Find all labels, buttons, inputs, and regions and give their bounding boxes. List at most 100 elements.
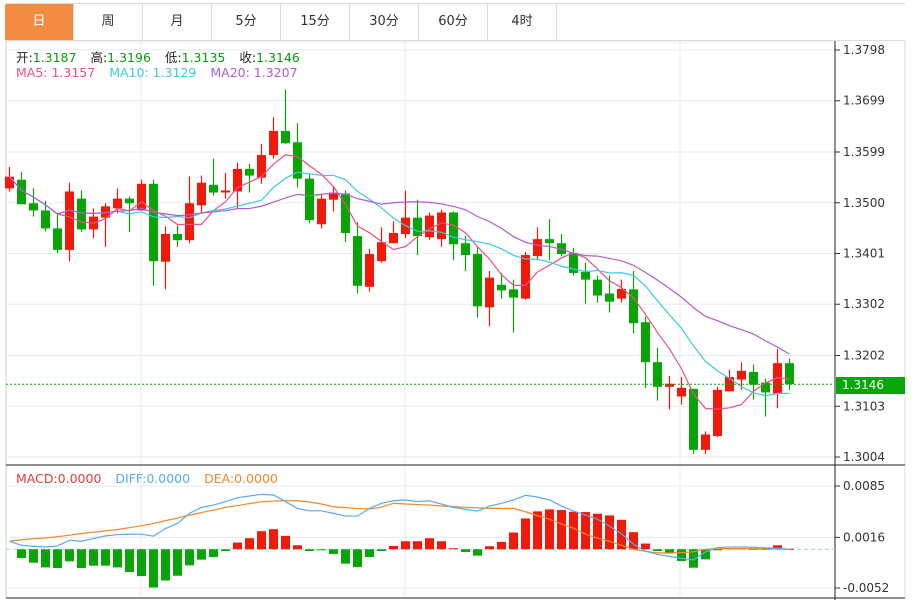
candle-down: [473, 254, 482, 307]
candle-down: [749, 371, 758, 385]
candle-down: [29, 203, 38, 211]
y-axis-tick-label: 1.3302: [843, 297, 885, 311]
y-axis-tick-label: 1.3699: [843, 94, 885, 108]
ma20-line: [9, 176, 790, 355]
tab-60min[interactable]: 60分: [419, 4, 488, 40]
candle-up: [101, 206, 110, 218]
candle-up: [137, 183, 146, 211]
candle-up: [113, 198, 122, 209]
macd-bar: [581, 512, 590, 550]
candle-up: [725, 377, 734, 392]
candle-up: [257, 155, 266, 178]
low-label: 低:: [164, 50, 182, 65]
tab-month[interactable]: 月: [143, 4, 212, 40]
macd-bar: [569, 511, 578, 550]
candle-up: [677, 387, 686, 397]
diff-value: DIFF:0.0000: [115, 471, 191, 486]
dea-line: [9, 500, 790, 554]
candle-down: [545, 239, 554, 244]
ma-legend: MA5: 1.3157 MA10: 1.3129 MA20: 1.3207: [16, 65, 308, 80]
macd-bar: [125, 549, 134, 573]
macd-bar: [713, 549, 722, 551]
candle-down: [509, 289, 518, 298]
macd-bar: [89, 549, 98, 566]
candle-down: [629, 289, 638, 324]
macd-bar: [449, 548, 458, 550]
macd-bar: [113, 549, 122, 568]
macd-bar: [365, 549, 374, 558]
macd-bar: [53, 549, 62, 569]
candle-down: [149, 183, 158, 262]
macd-bar: [137, 549, 146, 577]
ma10-line: [9, 171, 790, 397]
high-value: 1.3196: [107, 50, 151, 65]
ma20-value: MA20: 1.3207: [210, 65, 298, 80]
tab-5min[interactable]: 5分: [212, 4, 281, 40]
macd-bar: [329, 549, 338, 554]
y-axis-tick-label: 1.3202: [843, 349, 885, 363]
macd-bar: [665, 549, 674, 554]
macd-bar: [533, 511, 542, 550]
macd-bar: [41, 549, 50, 568]
high-label: 高:: [90, 50, 108, 65]
candle-up: [425, 215, 434, 238]
macd-bar: [545, 509, 554, 550]
candle-up: [701, 434, 710, 450]
candle-down: [593, 279, 602, 296]
macd-bar: [173, 549, 182, 576]
macd-bar: [689, 549, 698, 568]
ma5-value: MA5: 1.3157: [16, 65, 96, 80]
macd-bar: [257, 531, 266, 550]
macd-bar: [377, 549, 386, 551]
macd-bar: [485, 546, 494, 550]
candle-down: [41, 210, 50, 229]
macd-bar: [185, 549, 194, 566]
macd-bar: [413, 541, 422, 550]
candle-down: [569, 252, 578, 273]
tab-week[interactable]: 周: [74, 4, 143, 40]
macd-bar: [161, 549, 170, 581]
macd-bar: [305, 549, 314, 551]
candle-down: [653, 362, 662, 387]
macd-value: MACD:0.0000: [16, 471, 102, 486]
macd-bar: [701, 549, 710, 560]
macd-legend: MACD:0.0000 DIFF:0.0000 DEA:0.0000: [16, 471, 288, 486]
candle-up: [197, 182, 206, 206]
period-tabs: 日 周 月 5分 15分 30分 60分 4时: [5, 3, 905, 41]
candle-down: [353, 236, 362, 286]
close-label: 收:: [239, 50, 257, 65]
macd-axis-tick-label: 0.0085: [843, 479, 885, 493]
tab-15min[interactable]: 15分: [281, 4, 350, 40]
macd-bar: [437, 541, 446, 550]
current-price-tag: 1.3146: [836, 377, 905, 394]
candle-down: [581, 271, 590, 280]
candle-up: [329, 192, 338, 200]
ma10-value: MA10: 1.3129: [109, 65, 197, 80]
macd-bar: [617, 519, 626, 550]
macd-bar: [557, 510, 566, 550]
candle-down: [761, 382, 770, 393]
candle-up: [521, 255, 530, 299]
tab-30min[interactable]: 30分: [350, 4, 419, 40]
macd-bar: [497, 541, 506, 550]
macd-bar: [653, 549, 662, 551]
candle-down: [125, 198, 134, 204]
candle-down: [77, 198, 86, 230]
macd-bar: [77, 549, 86, 569]
macd-bar: [389, 545, 398, 550]
candle-down: [497, 284, 506, 291]
dea-value: DEA:0.0000: [204, 471, 278, 486]
tab-4hour[interactable]: 4时: [488, 4, 557, 40]
macd-bar: [605, 515, 614, 550]
y-axis-tick-label: 1.3004: [843, 450, 885, 464]
candle-up: [233, 168, 242, 192]
macd-bar: [677, 549, 686, 562]
macd-axis-tick-label: 0.0016: [843, 530, 885, 544]
macd-bar: [641, 543, 650, 550]
candle-down: [53, 228, 62, 250]
candle-up: [533, 239, 542, 257]
macd-bar: [269, 529, 278, 550]
tab-day[interactable]: 日: [5, 4, 74, 40]
candle-down: [461, 243, 470, 256]
low-value: 1.3135: [181, 50, 226, 65]
